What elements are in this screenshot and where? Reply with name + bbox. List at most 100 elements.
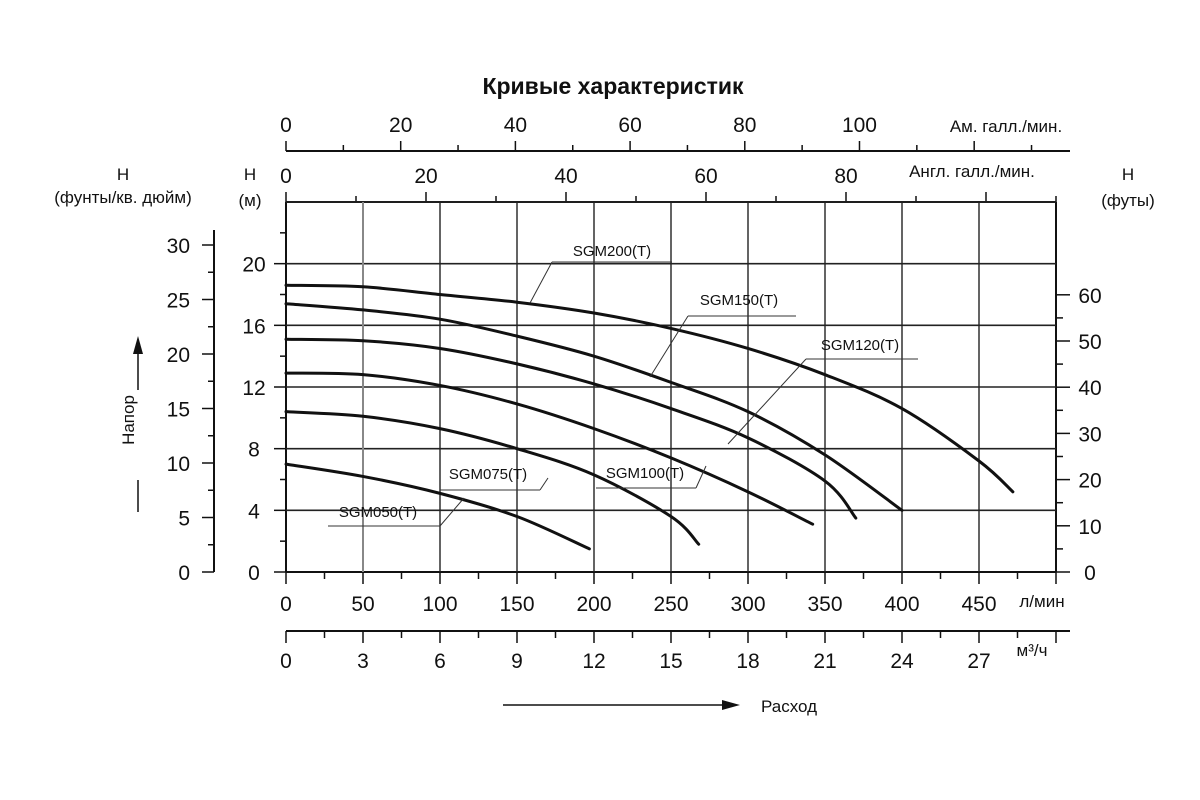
curve-sgm100t — [284, 371, 815, 526]
us-gpm-tick-label: 80 — [733, 114, 756, 137]
lmin-unit-label: л/мин — [1019, 592, 1064, 611]
y-metre-tick-label: 4 — [248, 500, 260, 523]
y-metre-axis: Н (м) 0 4 8 12 16 20 — [238, 165, 286, 585]
lmin-tick-label: 50 — [351, 593, 374, 616]
lmin-tick-label: 450 — [961, 593, 996, 616]
m3h-tick-label: 3 — [357, 650, 369, 673]
m3h-tick-label: 24 — [890, 650, 914, 673]
y-metre-tick-label: 20 — [242, 254, 265, 277]
curve-sgm200t — [284, 283, 1015, 494]
y-psi-tick-label: 10 — [167, 453, 190, 476]
m3h-ticks: 0 3 6 9 12 15 18 21 24 27 — [280, 631, 1057, 673]
y-feet-symbol: Н — [1122, 165, 1134, 184]
flow-arrow-icon — [722, 700, 740, 710]
us-gpm-tick-label: 0 — [280, 114, 292, 137]
lmin-tick-label: 100 — [422, 593, 457, 616]
y-feet-tick-label: 60 — [1078, 285, 1101, 308]
imp-gpm-tick-label: 20 — [414, 165, 437, 188]
y-feet-tick-label: 30 — [1078, 423, 1101, 446]
y-psi-tick-label: 5 — [178, 508, 190, 531]
lmin-tick-label: 150 — [499, 593, 534, 616]
series-leader-line — [649, 315, 689, 378]
y-psi-symbol: Н — [117, 165, 129, 184]
curve-sgm120t — [284, 337, 858, 520]
y-feet-tick-label: 10 — [1078, 516, 1101, 539]
y-feet-tick-label: 50 — [1078, 331, 1101, 354]
imp-gpm-tick-label: 40 — [554, 165, 577, 188]
series-label-sgm050: SGM050(T) — [339, 504, 417, 521]
curve-sgm075t — [284, 410, 701, 546]
m3h-tick-label: 6 — [434, 650, 446, 673]
m3h-axis: 0 3 6 9 12 15 18 21 24 27 м³/ч — [280, 630, 1070, 673]
y-metre-unit: (м) — [238, 191, 261, 210]
series-leader-line — [439, 497, 465, 527]
lmin-tick-label: 0 — [280, 593, 292, 616]
series-label-sgm150: SGM150(T) — [700, 292, 778, 309]
y-feet-ticks: 0 10 20 30 40 50 60 — [1056, 285, 1102, 585]
imp-gpm-ticks: 0 20 40 60 80 — [280, 165, 1057, 202]
us-gpm-unit-label: Ам. галл./мин. — [950, 117, 1062, 136]
y-feet-tick-label: 40 — [1078, 377, 1101, 400]
y-metre-tick-label: 12 — [242, 377, 265, 400]
y-psi-tick-label: 0 — [178, 562, 190, 585]
head-axis-label: Напор — [118, 336, 158, 512]
flow-axis-label: Расход — [503, 697, 817, 716]
series-leader-line — [695, 465, 707, 489]
series-label-sgm200: SGM200(T) — [573, 243, 651, 260]
lmin-tick-label: 200 — [576, 593, 611, 616]
y-psi-tick-label: 25 — [167, 290, 190, 313]
head-arrow-icon — [133, 336, 143, 354]
imp-gpm-tick-label: 60 — [694, 165, 717, 188]
us-gpm-tick-label: 40 — [504, 114, 527, 137]
m3h-tick-label: 27 — [967, 650, 990, 673]
y-psi-tick-label: 15 — [167, 399, 190, 422]
us-gpm-tick-label: 60 — [618, 114, 641, 137]
chart-title: Кривые характеристик — [482, 73, 744, 99]
lmin-tick-label: 300 — [730, 593, 765, 616]
head-label-text: Напор — [119, 395, 138, 445]
imp-gpm-unit-label: Англ. галл./мин. — [909, 162, 1035, 181]
y-feet-unit: (футы) — [1101, 191, 1155, 210]
us-gpm-axis: 0 20 40 60 80 100 Ам. галл./мин. — [280, 114, 1070, 152]
lmin-tick-label: 400 — [884, 593, 919, 616]
y-metre-ticks: 0 4 8 12 16 20 — [242, 232, 286, 585]
curve-sgm150t — [284, 302, 904, 512]
us-gpm-tick-label: 20 — [389, 114, 412, 137]
y-metre-tick-label: 0 — [248, 562, 260, 585]
y-feet-tick-label: 0 — [1084, 562, 1096, 585]
series-labels: SGM200(T) SGM150(T) SGM120(T) SGM100(T) … — [339, 243, 899, 521]
series-label-sgm100: SGM100(T) — [606, 465, 684, 482]
series-leader-line — [529, 261, 553, 304]
curve-sgm050t — [284, 462, 591, 551]
m3h-tick-label: 21 — [813, 650, 836, 673]
y-psi-unit: (фунты/кв. дюйм) — [54, 188, 192, 207]
y-psi-tick-label: 20 — [167, 344, 190, 367]
y-psi-tick-label: 30 — [167, 235, 190, 258]
series-leader-line — [539, 477, 549, 491]
us-gpm-ticks: 0 20 40 60 80 100 — [280, 114, 1033, 151]
y-psi-ticks: 0 5 10 15 20 25 30 — [167, 235, 214, 585]
y-metre-tick-label: 8 — [248, 439, 260, 462]
y-metre-tick-label: 16 — [242, 315, 265, 338]
series-leader-lines — [328, 261, 918, 527]
y-psi-axis: Н (фунты/кв. дюйм) 0 5 10 15 20 25 30 — [54, 165, 215, 585]
y-feet-tick-label: 20 — [1078, 470, 1101, 493]
series-label-sgm120: SGM120(T) — [821, 337, 899, 354]
lmin-ticks: 0 50 100 150 200 250 300 350 400 450 — [280, 572, 1057, 616]
m3h-tick-label: 12 — [582, 650, 605, 673]
us-gpm-tick-label: 100 — [842, 114, 877, 137]
lmin-tick-label: 250 — [653, 593, 688, 616]
imp-gpm-tick-label: 80 — [834, 165, 857, 188]
m3h-tick-label: 9 — [511, 650, 523, 673]
y-feet-axis: Н (футы) 0 10 20 30 40 50 60 — [1056, 165, 1155, 585]
lmin-tick-label: 350 — [807, 593, 842, 616]
m3h-tick-label: 15 — [659, 650, 682, 673]
series-label-sgm075: SGM075(T) — [449, 466, 527, 483]
series-leader-line — [727, 358, 807, 445]
m3h-tick-label: 18 — [736, 650, 759, 673]
pump-curves — [284, 283, 1015, 551]
y-metre-symbol: Н — [244, 165, 256, 184]
plot-grid — [285, 201, 1057, 573]
m3h-unit-label: м³/ч — [1017, 641, 1048, 660]
